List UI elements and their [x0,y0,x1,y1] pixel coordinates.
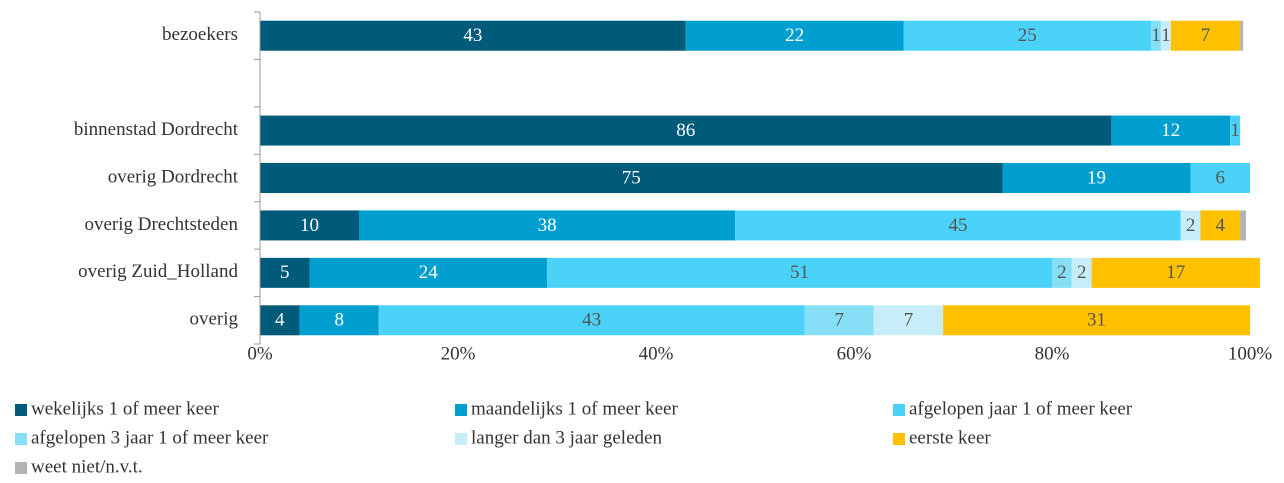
data-label: 4 [1216,215,1226,236]
legend-swatch [455,404,467,416]
bar-segment [299,305,379,336]
bar-segment [1160,20,1171,51]
data-label: 5 [280,262,290,283]
bar-segment [378,305,805,336]
bar-segment [1170,20,1241,51]
data-label: 6 [1216,167,1226,188]
y-tick-label: overig Dordrecht [108,166,239,187]
data-label: 45 [948,215,967,236]
x-tick-label: 80% [1035,343,1070,364]
x-tick-label: 100% [1228,343,1273,364]
bar-segment [804,305,874,336]
data-label: 7 [1201,25,1211,46]
bar-segment [1002,163,1191,193]
data-label: 7 [834,310,844,331]
legend-label: afgelopen 3 jaar 1 of meer keer [31,427,269,448]
data-label: 1 [1151,25,1161,46]
bar-segment [1190,163,1250,193]
data-label: 51 [790,262,809,283]
data-label: 7 [904,310,914,331]
legend-swatch [15,462,27,474]
legend-label: eerste keer [909,427,991,448]
bar-segment [1071,257,1092,288]
bar-segment [1240,20,1244,51]
legend-label: wekelijks 1 of meer keer [31,398,219,419]
bar-segment [309,257,548,288]
y-tick-label: overig Zuid_Holland [78,261,238,282]
data-label: 8 [334,310,344,331]
data-label: 31 [1087,310,1106,331]
legend-swatch [455,433,467,445]
bar-segment [1091,257,1260,288]
legend-swatch [15,433,27,445]
bar-segment [260,115,1112,146]
bar-segment [903,20,1151,51]
bar-segment [1111,115,1231,146]
legend-label: langer dan 3 jaar geleden [471,427,662,448]
data-label: 43 [582,310,601,331]
data-label: 86 [676,120,695,141]
bar-segment [547,257,1052,288]
y-tick-label: binnenstad Dordrecht [74,119,239,140]
bar-segment [260,210,359,241]
bar-segment [359,210,736,241]
bar-segment [260,163,1003,193]
bar-segment [1151,20,1161,51]
bar-segment [260,20,686,51]
data-label: 1 [1161,25,1171,46]
data-label: 1 [1230,120,1240,141]
data-label: 19 [1087,167,1106,188]
bar-segment [735,210,1181,241]
data-label: 17 [1166,262,1185,283]
x-tick-label: 40% [639,343,674,364]
legend-label: afgelopen jaar 1 of meer keer [909,398,1133,419]
legend-label: maandelijks 1 of meer keer [471,398,678,419]
y-tick-label: overig [189,309,238,330]
bar-segment [1200,210,1241,241]
data-label: 22 [785,25,804,46]
bar-segment [1240,210,1247,241]
bar-segment [260,257,310,288]
x-tick-label: 20% [441,343,476,364]
bar-segment [873,305,944,336]
data-label: 2 [1077,262,1087,283]
legend-label: weet niet/n.v.t. [31,456,143,477]
bar-segment [943,305,1250,336]
data-label: 43 [463,25,482,46]
y-tick-label: bezoekers [162,24,238,45]
x-tick-label: 0% [247,343,273,364]
legend-swatch [893,433,905,445]
bar-segment [1052,257,1072,288]
x-tick-label: 60% [837,343,872,364]
bar-segment [685,20,904,51]
data-label: 10 [300,215,319,236]
data-label: 2 [1057,262,1067,283]
legend-swatch [15,404,27,416]
data-label: 38 [538,215,557,236]
data-label: 24 [419,262,439,283]
data-label: 25 [1018,25,1037,46]
data-label: 2 [1186,215,1196,236]
data-label: 4 [275,310,285,331]
bar-segment [1180,210,1201,241]
legend-swatch [893,404,905,416]
data-label: 75 [622,167,641,188]
data-label: 12 [1161,120,1180,141]
bar-segment [1230,115,1241,146]
y-tick-label: overig Drechtsteden [84,214,238,235]
bar-segment [260,305,300,336]
